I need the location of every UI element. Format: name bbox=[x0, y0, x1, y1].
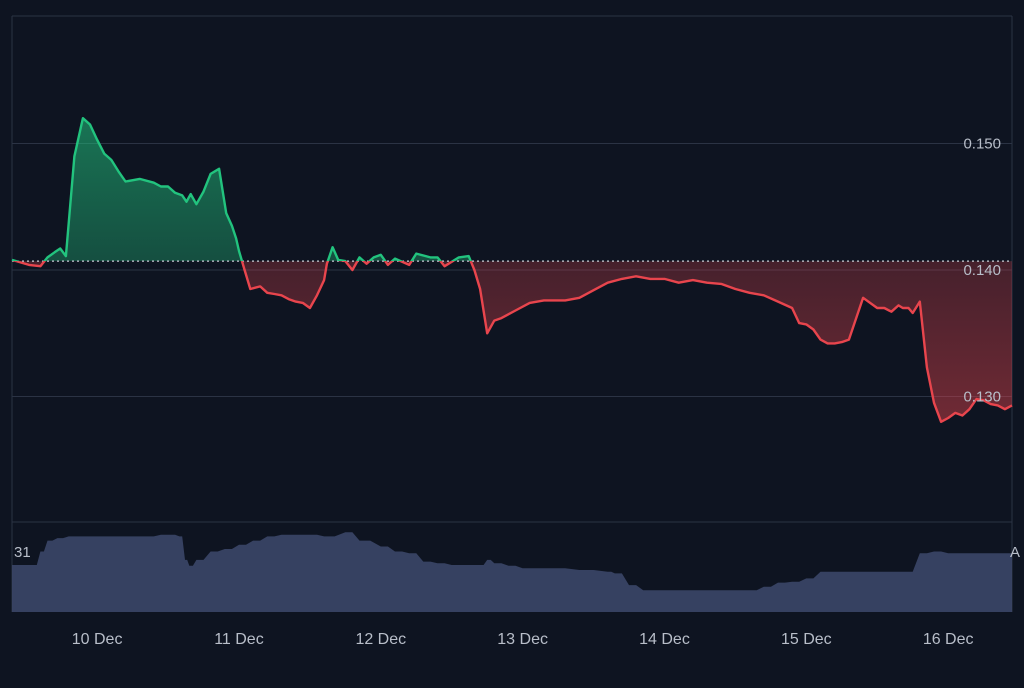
volume-area bbox=[12, 532, 1012, 612]
x-tick-label: 15 Dec bbox=[781, 631, 832, 648]
price-line-below-baseline bbox=[11, 261, 1013, 423]
volume-left-label: 31 bbox=[14, 544, 31, 561]
x-tick-label: 10 Dec bbox=[72, 631, 123, 648]
y-tick-label: 0.140 bbox=[963, 262, 1001, 279]
price-line-above-baseline bbox=[11, 117, 473, 262]
volume-right-label: A bbox=[1010, 544, 1020, 561]
y-tick-label: 0.150 bbox=[963, 136, 1001, 153]
x-tick-label: 14 Dec bbox=[639, 631, 690, 648]
area-fill-above-baseline bbox=[12, 118, 1012, 262]
x-tick-label: 16 Dec bbox=[923, 631, 974, 648]
area-fill-below-baseline bbox=[16, 261, 1012, 422]
x-tick-label: 13 Dec bbox=[497, 631, 548, 648]
x-tick-label: 12 Dec bbox=[355, 631, 406, 648]
x-tick-label: 11 Dec bbox=[214, 631, 264, 648]
y-tick-label: 0.130 bbox=[963, 389, 1001, 406]
